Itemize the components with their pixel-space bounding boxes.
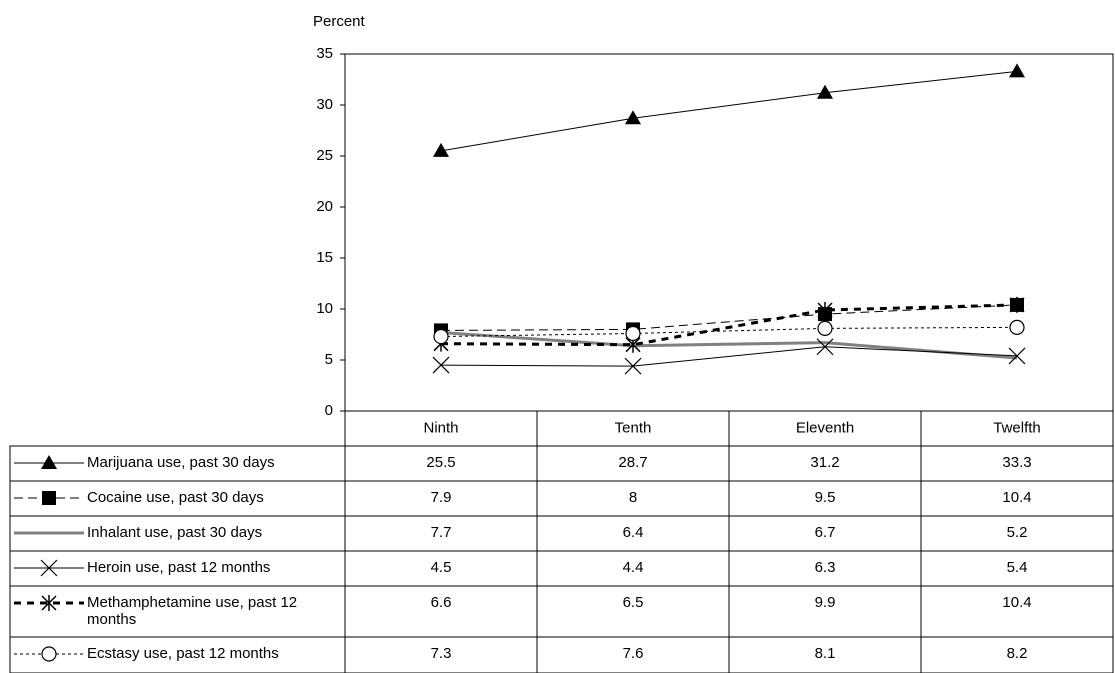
series (433, 319, 1025, 345)
x-tick-label: Twelfth (993, 419, 1041, 436)
table-value: 6.4 (623, 524, 644, 541)
legend-key (14, 646, 84, 662)
x-tick-label: Ninth (423, 419, 458, 436)
legend-label: Marijuana use, past 30 days (87, 454, 275, 471)
legend-label: Ecstasy use, past 12 months (87, 645, 279, 662)
legend-marker (41, 646, 57, 662)
legend-key (14, 559, 84, 577)
series (433, 63, 1025, 157)
y-tick-label: 30 (316, 96, 333, 113)
legend-label-box: Heroin use, past 12 months (87, 559, 271, 576)
table-value: 4.5 (431, 559, 452, 576)
table-value: 10.4 (1002, 594, 1031, 611)
marker (816, 338, 834, 356)
marker (625, 325, 641, 342)
legend-key (14, 455, 84, 469)
series-line (440, 70, 1018, 152)
table-value: 9.9 (815, 594, 836, 611)
table-value: 6.3 (815, 559, 836, 576)
series (432, 338, 1026, 375)
y-tick-label: 5 (325, 351, 333, 368)
y-tick-label: 20 (316, 198, 333, 215)
series-line (440, 326, 1018, 338)
table-value: 4.4 (623, 559, 644, 576)
marker (1009, 63, 1025, 78)
y-tick-label: 15 (316, 249, 333, 266)
y-tick-label: 35 (316, 45, 333, 62)
legend-label-box: Marijuana use, past 30 days (87, 454, 275, 471)
series-line (440, 304, 1018, 331)
series-line (440, 303, 1018, 347)
legend-label: Methamphetamine use, past 12 months (87, 594, 298, 628)
table-value: 5.4 (1007, 559, 1028, 576)
marker (433, 328, 449, 345)
y-tick-label: 0 (325, 402, 333, 419)
table-value: 6.5 (623, 594, 644, 611)
legend-key (14, 595, 84, 611)
series-line (440, 330, 1018, 360)
table-value: 10.4 (1002, 489, 1031, 506)
y-tick-label: 10 (316, 300, 333, 317)
legend-label: Inhalant use, past 30 days (87, 524, 263, 541)
legend-label: Heroin use, past 12 months (87, 559, 271, 576)
table-value: 31.2 (810, 454, 839, 471)
table-value: 8 (629, 489, 637, 506)
table-value: 7.6 (623, 645, 644, 662)
marker (817, 302, 833, 319)
marker (432, 356, 450, 374)
marker (1009, 319, 1025, 335)
series (434, 297, 1024, 338)
table-value: 25.5 (426, 454, 455, 471)
table-value: 7.3 (431, 645, 452, 662)
series-line (440, 346, 1018, 367)
legend-marker (40, 559, 58, 577)
marker (1009, 296, 1025, 313)
legend-label: Cocaine use, past 30 days (87, 489, 264, 506)
marker (433, 142, 449, 157)
table-value: 33.3 (1002, 454, 1031, 471)
table-value: 7.7 (431, 524, 452, 541)
legend-marker (41, 595, 57, 611)
table-value: 8.2 (1007, 645, 1028, 662)
marker (817, 320, 833, 336)
marker (625, 110, 641, 125)
marker (817, 84, 833, 99)
table-value: 6.6 (431, 594, 452, 611)
series (440, 330, 1018, 360)
y-tick-label: 25 (316, 147, 333, 164)
table-value: 28.7 (618, 454, 647, 471)
table-value: 9.5 (815, 489, 836, 506)
legend-key (14, 491, 84, 505)
legend-label-box: Cocaine use, past 30 days (87, 489, 264, 506)
legend-label-box: Ecstasy use, past 12 months (87, 645, 279, 662)
table-value: 5.2 (1007, 524, 1028, 541)
legend-marker (42, 491, 56, 505)
table-value: 7.9 (431, 489, 452, 506)
marker (624, 357, 642, 375)
marker (1008, 347, 1026, 365)
x-tick-label: Eleventh (796, 419, 854, 436)
x-tick-label: Tenth (615, 419, 652, 436)
legend-label-box: Inhalant use, past 30 days (87, 524, 263, 541)
y-axis-label: Percent (313, 13, 366, 30)
table-value: 6.7 (815, 524, 836, 541)
legend-label-box: Methamphetamine use, past 12 months (87, 594, 298, 628)
legend-marker (41, 455, 57, 469)
table-value: 8.1 (815, 645, 836, 662)
